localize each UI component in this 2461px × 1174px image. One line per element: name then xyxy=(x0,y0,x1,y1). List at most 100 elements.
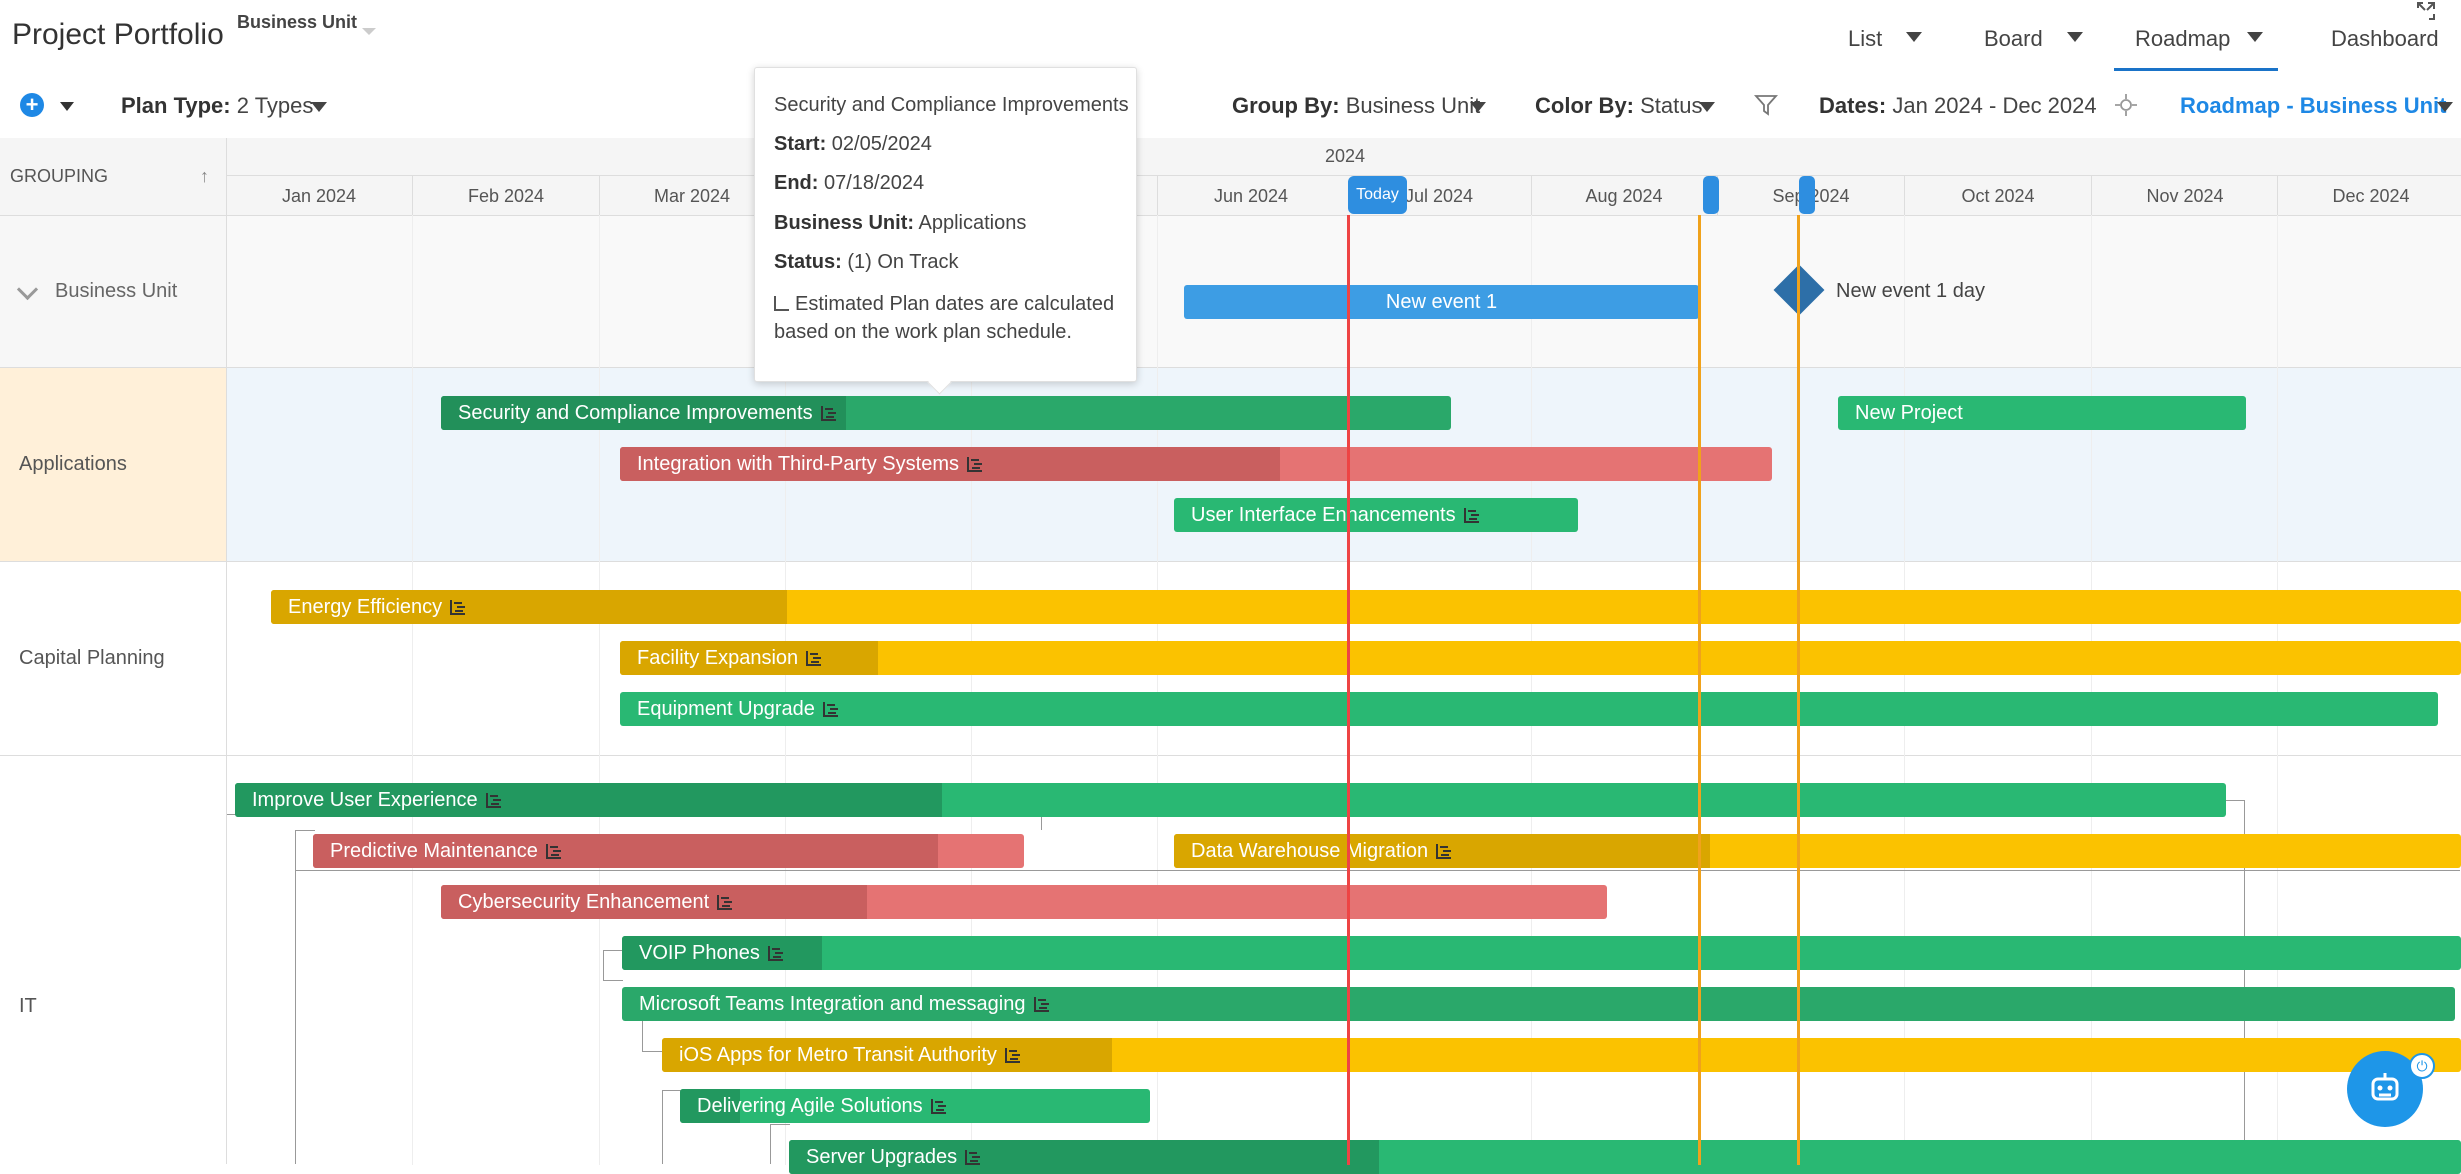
month-divider xyxy=(1531,176,1532,216)
tab-board-chevron-icon[interactable] xyxy=(2067,32,2083,42)
unit-switch[interactable]: Business Unit xyxy=(237,12,358,32)
work-plan-icon xyxy=(1004,1048,1020,1063)
grid-line xyxy=(1904,215,1905,1165)
progress-fill xyxy=(620,447,1280,481)
app-header xyxy=(0,0,2461,73)
group-by-label: Group By: xyxy=(1232,93,1340,118)
plan-bar[interactable]: Improve User Experience xyxy=(235,783,2226,817)
plan-bar-label: New Project xyxy=(1855,402,1963,424)
plan-type-label: Plan Type: xyxy=(121,93,231,118)
power-icon[interactable]: ⏻ xyxy=(2409,1053,2435,1079)
roadmap-view-chevron-icon[interactable] xyxy=(2437,102,2453,112)
plan-bar[interactable]: Facility Expansion xyxy=(620,641,2461,675)
group-by-chevron-icon[interactable] xyxy=(1470,102,1486,112)
grouping-label: GROUPING xyxy=(10,166,109,186)
roadmap-view-select[interactable]: Roadmap - Business Unit xyxy=(2180,93,2447,118)
color-by-chevron-icon[interactable] xyxy=(1699,102,1715,112)
lane-it xyxy=(0,756,227,1164)
marker-handle[interactable] xyxy=(1703,176,1719,214)
grid-line xyxy=(2277,215,2278,1165)
month-label: Feb 2024 xyxy=(467,186,545,206)
active-tab-indicator xyxy=(2114,68,2278,71)
grouping-header xyxy=(0,138,227,216)
plan-bar[interactable]: Integration with Third-Party Systems xyxy=(620,447,1772,481)
plan-bar-label: Integration with Third-Party Systems xyxy=(637,453,959,475)
add-button[interactable]: + xyxy=(20,93,44,117)
tab-roadmap[interactable]: Roadmap xyxy=(2135,26,2231,51)
progress-fill xyxy=(441,885,867,919)
grid-line xyxy=(2091,215,2092,1165)
tab-roadmap-chevron-icon[interactable] xyxy=(2247,32,2263,42)
plan-bar[interactable]: Delivering Agile Solutions xyxy=(680,1089,1150,1123)
plan-bar[interactable]: Data Warehouse Migration xyxy=(1174,834,2461,868)
milestone-label: New event 1 day xyxy=(1836,280,1985,302)
lane-capital-planning-label: Capital Planning xyxy=(19,647,165,669)
tab-list[interactable]: List xyxy=(1848,26,1883,51)
plan-bar[interactable]: Predictive Maintenance xyxy=(313,834,1024,868)
robot-icon xyxy=(2371,1073,2399,1101)
tooltip-start-label: Start: xyxy=(774,133,827,155)
color-by-label: Color By: xyxy=(1535,93,1634,118)
color-by-select[interactable]: Color By: Status xyxy=(1535,93,1703,119)
lane-business-unit xyxy=(0,216,227,368)
plan-bar[interactable]: VOIP Phones xyxy=(622,936,2461,970)
tooltip-end: End: 07/18/2024 xyxy=(774,172,924,195)
progress-fill xyxy=(271,590,787,624)
marker-handle[interactable] xyxy=(1799,176,1815,214)
month-label: Nov 2024 xyxy=(2146,186,2224,206)
dependency-connector xyxy=(295,870,2460,880)
app-title: Project Portfolio xyxy=(12,18,224,51)
tooltip-business-unit: Business Unit: Applications xyxy=(774,212,1026,235)
plan-bar[interactable]: Cybersecurity Enhancement xyxy=(441,885,1607,919)
plan-bar[interactable]: New Project xyxy=(1838,396,2246,430)
plan-bar[interactable]: Microsoft Teams Integration and messagin… xyxy=(622,987,2455,1021)
month-divider xyxy=(412,176,413,216)
plan-bar[interactable]: User Interface Enhancements xyxy=(1174,498,1578,532)
tooltip-end-label: End: xyxy=(774,172,819,194)
progress-fill xyxy=(622,936,822,970)
date-range-select[interactable]: Dates: Jan 2024 - Dec 2024 xyxy=(1819,93,2097,119)
plan-bar[interactable]: Equipment Upgrade xyxy=(620,692,2438,726)
tooltip-title: Security and Compliance Improvements xyxy=(774,94,1129,116)
group-by-select[interactable]: Group By: Business Unit xyxy=(1232,93,1480,119)
sort-up-icon[interactable]: ↑ xyxy=(200,166,209,186)
plan-type-chevron-icon[interactable] xyxy=(311,102,327,112)
plan-bar-label: Predictive Maintenance xyxy=(330,840,538,862)
month-divider xyxy=(599,176,600,216)
tooltip-start-value: 02/05/2024 xyxy=(831,133,932,155)
progress-fill xyxy=(441,396,846,430)
work-plan-icon xyxy=(822,702,838,717)
plan-bar[interactable]: iOS Apps for Metro Transit Authority xyxy=(662,1038,2461,1072)
dates-label: Dates: xyxy=(1819,93,1887,118)
today-badge[interactable]: Today xyxy=(1348,176,1407,214)
tab-board[interactable]: Board xyxy=(1984,26,2043,51)
plan-bar[interactable]: Security and Compliance Improvements xyxy=(441,396,1451,430)
tooltip-start: Start: 02/05/2024 xyxy=(774,133,932,156)
plan-type-filter[interactable]: Plan Type: 2 Types xyxy=(121,93,313,119)
month-label: Jun 2024 xyxy=(1213,186,1289,206)
grid-line xyxy=(1157,215,1158,1165)
tab-dashboard[interactable]: Dashboard xyxy=(2331,26,2439,51)
filter-icon[interactable] xyxy=(1754,93,1778,117)
grid-line xyxy=(599,215,600,1165)
add-chevron-icon[interactable] xyxy=(60,102,74,111)
group-by-value: Business Unit xyxy=(1345,93,1481,118)
month-label: Oct 2024 xyxy=(1961,186,2035,206)
plan-bar[interactable]: Server Upgrades xyxy=(789,1140,2461,1174)
event-bar[interactable]: New event 1 xyxy=(1184,285,1699,319)
year-label: 2024 xyxy=(1325,146,1366,166)
locate-icon[interactable] xyxy=(2113,92,2139,118)
month-divider xyxy=(1904,176,1905,216)
work-plan-icon xyxy=(930,1099,946,1114)
tab-list-chevron-icon[interactable] xyxy=(1906,32,1922,42)
plan-bar[interactable]: Energy Efficiency xyxy=(271,590,2461,624)
unit-switch-chevron-icon[interactable] xyxy=(362,28,376,35)
plan-bar-label: Improve User Experience xyxy=(252,789,478,811)
work-plan-icon xyxy=(545,844,561,859)
progress-fill xyxy=(680,1089,740,1123)
lane-capital-planning xyxy=(0,562,227,756)
lane-applications xyxy=(0,368,227,562)
work-plan-icon xyxy=(774,296,789,311)
expand-icon[interactable] xyxy=(2415,0,2437,22)
plan-bar-label: Microsoft Teams Integration and messagin… xyxy=(639,993,1026,1015)
